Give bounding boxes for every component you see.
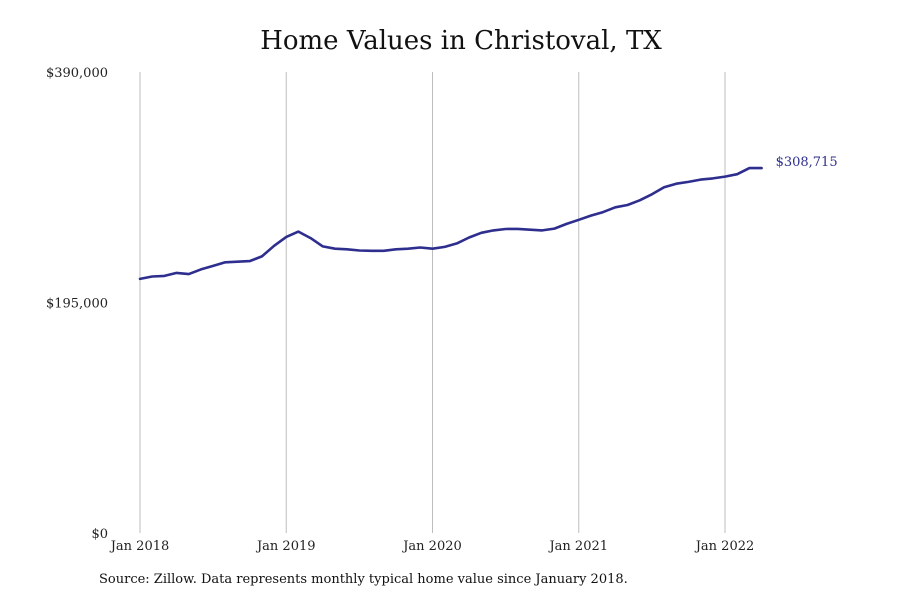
y-axis-ticks: $0 $195,000 $390,000 xyxy=(46,66,108,542)
x-tick-label: Jan 2022 xyxy=(694,539,755,554)
series-line xyxy=(138,166,763,281)
x-tick-label: Jan 2020 xyxy=(401,539,462,554)
y-tick-label: $390,000 xyxy=(46,66,108,81)
x-axis-ticks: Jan 2018 Jan 2019 Jan 2020 Jan 2021 Jan 2022 xyxy=(109,539,755,554)
last-value-label: $308,715 xyxy=(776,155,838,170)
gridlines xyxy=(139,72,726,533)
y-tick-label: $195,000 xyxy=(46,297,108,312)
source-note: Source: Zillow. Data represents monthly … xyxy=(99,572,628,587)
x-tick-label: Jan 2018 xyxy=(109,539,170,554)
x-tick-label: Jan 2019 xyxy=(255,539,316,554)
y-tick-label: $0 xyxy=(91,527,108,542)
chart-title: Home Values in Christoval, TX xyxy=(260,26,662,56)
series-layer xyxy=(138,166,763,281)
x-tick-label: Jan 2021 xyxy=(547,539,608,554)
